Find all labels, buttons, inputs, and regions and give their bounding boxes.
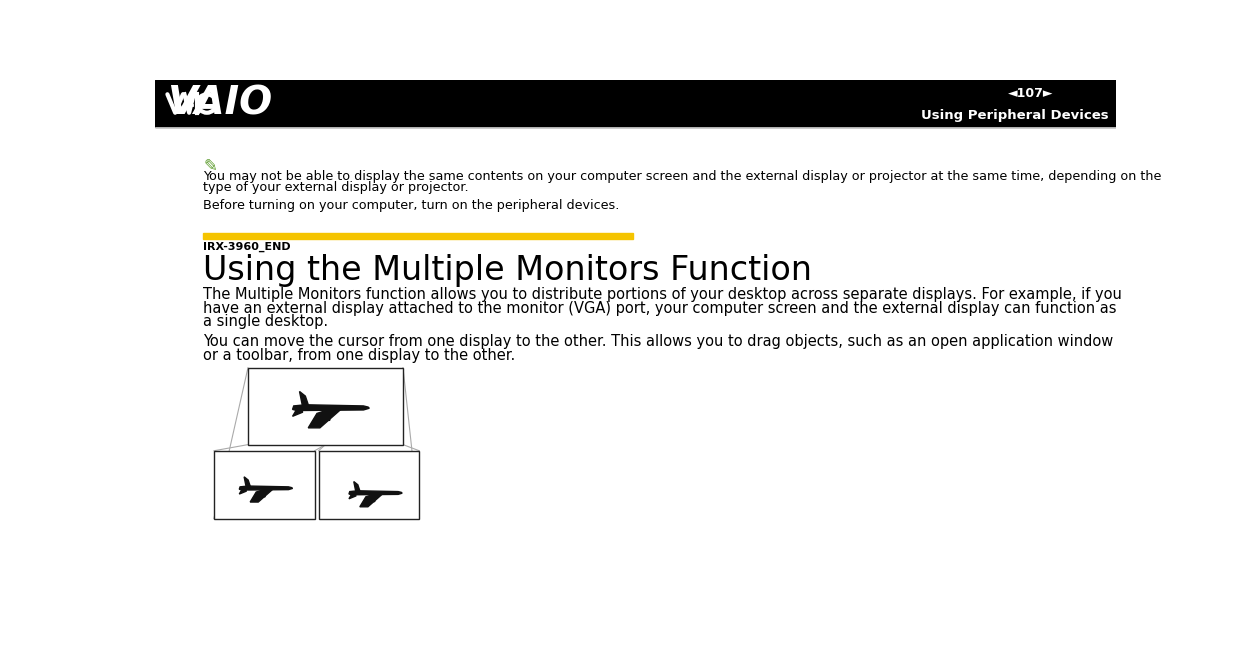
Polygon shape bbox=[348, 491, 402, 494]
Polygon shape bbox=[250, 490, 273, 502]
Text: have an external display attached to the monitor (VGA) port, your computer scree: have an external display attached to the… bbox=[203, 301, 1116, 316]
Text: Using Peripheral Devices: Using Peripheral Devices bbox=[920, 109, 1109, 121]
Text: ◄107►: ◄107► bbox=[1007, 87, 1053, 100]
Text: The Multiple Monitors function allows you to distribute portions of your desktop: The Multiple Monitors function allows yo… bbox=[203, 287, 1122, 302]
Polygon shape bbox=[319, 415, 330, 420]
Bar bbox=[248, 368, 403, 445]
Polygon shape bbox=[239, 489, 246, 494]
Bar bbox=[155, 80, 1116, 127]
Bar bbox=[215, 451, 315, 519]
Polygon shape bbox=[244, 477, 250, 487]
Text: type of your external display or projector.: type of your external display or project… bbox=[203, 182, 469, 194]
Polygon shape bbox=[300, 391, 309, 406]
Text: a single desktop.: a single desktop. bbox=[203, 314, 329, 330]
Text: You may not be able to display the same contents on your computer screen and the: You may not be able to display the same … bbox=[203, 170, 1162, 183]
Text: or a toolbar, from one display to the other.: or a toolbar, from one display to the ot… bbox=[203, 348, 516, 363]
Text: You can move the cursor from one display to the other. This allows you to drag o: You can move the cursor from one display… bbox=[203, 334, 1114, 350]
Text: ✎: ✎ bbox=[203, 157, 217, 176]
Text: Using the Multiple Monitors Function: Using the Multiple Monitors Function bbox=[203, 255, 812, 287]
Text: Before turning on your computer, turn on the peripheral devices.: Before turning on your computer, turn on… bbox=[203, 199, 620, 212]
Polygon shape bbox=[293, 405, 370, 411]
Polygon shape bbox=[257, 494, 265, 497]
Bar bbox=[319, 451, 419, 519]
Polygon shape bbox=[348, 494, 356, 498]
Text: IRX-3960_END: IRX-3960_END bbox=[203, 241, 290, 252]
Polygon shape bbox=[353, 482, 360, 492]
Polygon shape bbox=[293, 409, 303, 416]
Polygon shape bbox=[309, 410, 340, 428]
Text: VAIO: VAIO bbox=[166, 84, 272, 123]
Bar bbox=[203, 233, 634, 239]
Polygon shape bbox=[367, 498, 374, 502]
Polygon shape bbox=[360, 494, 382, 507]
Polygon shape bbox=[239, 486, 293, 490]
